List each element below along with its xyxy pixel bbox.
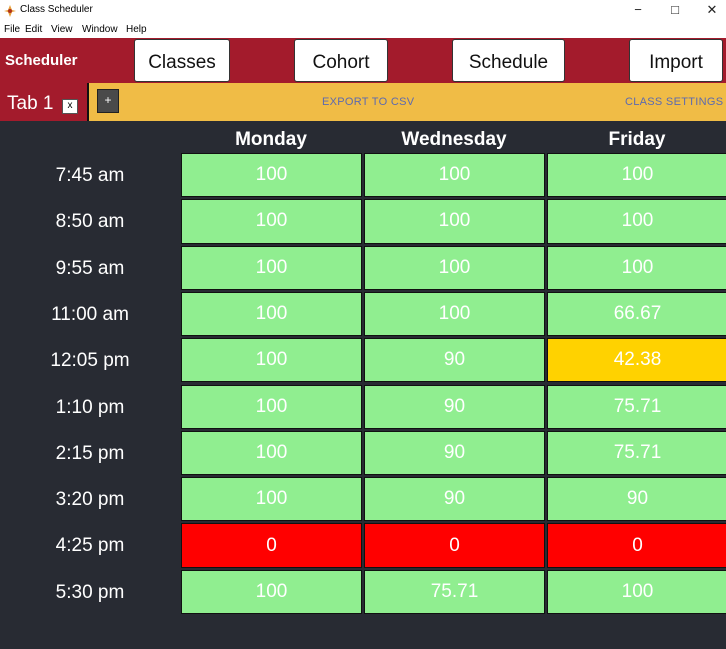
menu-window[interactable]: Window (82, 24, 118, 35)
tab-bar: Tab 1 x + EXPORT TO CSV CLASS SETTINGS (0, 83, 726, 121)
schedule-cell[interactable]: 100 (364, 199, 545, 244)
schedule-cell[interactable]: 100 (181, 199, 362, 244)
menu-bar: File Edit View Window Help (0, 22, 726, 38)
schedule-cell[interactable]: 90 (364, 384, 545, 429)
time-slot-label: 2:15 pm (55, 442, 125, 464)
menu-view[interactable]: View (51, 24, 73, 35)
schedule-cell[interactable]: 90 (547, 477, 726, 522)
close-window-button[interactable]: ✕ (706, 2, 718, 17)
menu-edit[interactable]: Edit (25, 24, 43, 35)
schedule-cell[interactable]: 100 (181, 384, 362, 429)
schedule-cell[interactable]: 100 (181, 291, 362, 337)
schedule-cell[interactable]: 90 (364, 338, 545, 383)
schedule-cell[interactable]: 75.71 (547, 430, 726, 476)
schedule-cell[interactable]: 0 (181, 523, 362, 568)
minimize-button[interactable]: − (634, 2, 642, 17)
schedule-cell[interactable]: 100 (547, 153, 726, 198)
title-bar: Class Scheduler − □ ✕ (0, 0, 726, 22)
schedule-cell[interactable]: 66.67 (547, 291, 726, 337)
schedule-cell[interactable]: 100 (547, 569, 726, 614)
maximize-button[interactable]: □ (671, 2, 679, 17)
schedule-cell[interactable]: 0 (547, 523, 726, 568)
day-header-monday: Monday (235, 129, 307, 150)
menu-file[interactable]: File (4, 24, 21, 35)
tab-close-button[interactable]: x (62, 99, 78, 114)
time-slot-label: 7:45 am (55, 165, 125, 186)
schedule-cell[interactable]: 90 (364, 430, 545, 476)
time-slot-label: 12:05 pm (50, 350, 130, 372)
day-header-wednesday: Wednesday (401, 129, 507, 150)
time-slot-label: 4:25 pm (55, 535, 125, 557)
schedule-cell[interactable]: 0 (364, 523, 545, 568)
day-header-friday: Friday (608, 129, 666, 150)
time-slot-label: 11:00 am (51, 303, 129, 325)
schedule-grid: Monday Wednesday Friday 7:45 am 100 100 100 8:5… (0, 121, 726, 649)
schedule-cell[interactable]: 100 (181, 245, 362, 290)
nav-bar: Scheduler Classes Cohort Schedule Import (0, 38, 726, 83)
schedule-cell[interactable]: 100 (547, 199, 726, 244)
cohort-button[interactable]: Cohort (294, 39, 388, 82)
schedule-cell[interactable]: 100 (181, 153, 362, 198)
schedule-cell[interactable]: 100 (547, 245, 726, 290)
schedule-button[interactable]: Schedule (452, 39, 565, 82)
schedule-cell[interactable]: 75.71 (547, 384, 726, 429)
schedule-cell[interactable]: 42.38 (547, 338, 726, 383)
menu-help[interactable]: Help (126, 24, 147, 35)
classes-button[interactable]: Classes (134, 39, 230, 82)
schedule-cell[interactable]: 100 (181, 338, 362, 383)
schedule-cell[interactable]: 100 (364, 153, 545, 198)
import-button[interactable]: Import (629, 39, 723, 82)
schedule-cell[interactable]: 100 (181, 430, 362, 476)
schedule-cell[interactable]: 100 (364, 245, 545, 290)
tab-1[interactable]: Tab 1 x (0, 83, 89, 121)
schedule-cell[interactable]: 100 (364, 291, 545, 337)
schedule-cell[interactable]: 100 (181, 569, 362, 614)
app-logo-icon (4, 5, 16, 17)
tab-label: Tab 1 (7, 93, 54, 114)
class-settings-button[interactable]: CLASS SETTINGS (625, 96, 724, 108)
time-slot-label: 3:20 pm (55, 489, 125, 511)
schedule-cell[interactable]: 100 (181, 477, 362, 522)
window-title: Class Scheduler (20, 4, 93, 15)
schedule-cell[interactable]: 90 (364, 477, 545, 522)
time-slot-label: 1:10 pm (55, 396, 125, 418)
time-slot-label: 9:55 am (55, 257, 125, 279)
brand-title: Scheduler (5, 52, 78, 69)
time-slot-label: 8:50 am (55, 211, 125, 233)
schedule-cell[interactable]: 75.71 (364, 569, 545, 614)
add-tab-button[interactable]: + (97, 89, 119, 113)
export-csv-button[interactable]: EXPORT TO CSV (322, 96, 415, 108)
time-slot-label: 5:30 pm (55, 581, 125, 603)
